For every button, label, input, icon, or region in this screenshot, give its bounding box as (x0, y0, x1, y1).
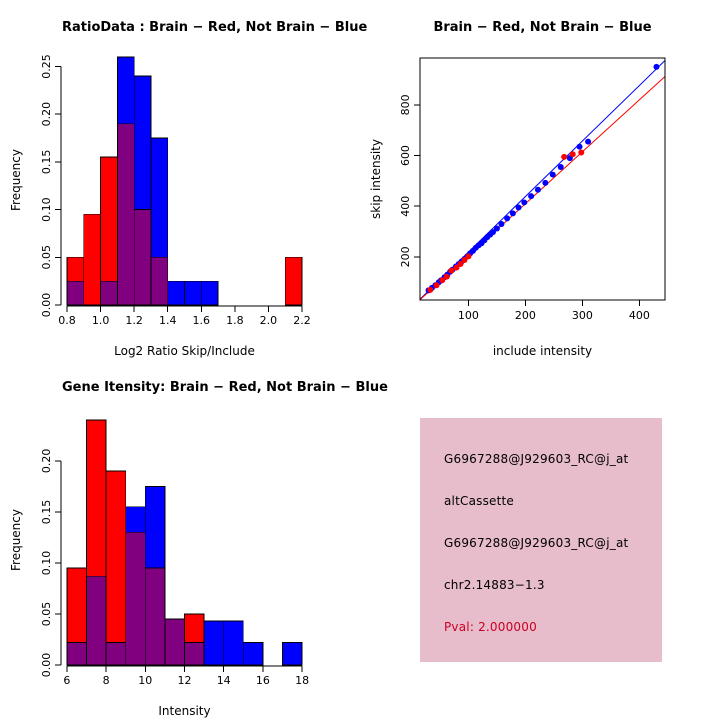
chromosome-line: chr2.14883−1.3 (444, 578, 545, 592)
svg-text:6: 6 (63, 674, 70, 687)
svg-text:1.2: 1.2 (125, 314, 143, 327)
svg-text:0.10: 0.10 (40, 197, 53, 222)
scatter-ylabel: skip intensity (369, 139, 383, 219)
scatter-xlabel: include intensity (492, 344, 593, 358)
scatter-marks: 100 200 300 400 200 400 600 800 (399, 57, 666, 322)
panel-gene-intensity-histogram: Gene Itensity: Brain − Red, Not Brain − … (0, 360, 388, 720)
pval-line: Pval: 2.000000 (444, 620, 537, 634)
histogram-bars: 0.00 0.05 0.10 0.15 0.20 6 8 10 12 14 16 18 (40, 419, 309, 687)
panel-intensity-scatter: Brain − Red, Not Brain − Blue 100 200 300 4… (360, 0, 720, 360)
svg-text:0.10: 0.10 (40, 551, 53, 576)
ratio-histogram-ylabel: Frequency (9, 149, 23, 211)
svg-text:10: 10 (138, 674, 152, 687)
svg-text:200: 200 (399, 246, 412, 267)
panel-gene-info: G6967288@J929603_RC@j_at altCassette G69… (360, 360, 720, 720)
panel-ratio-histogram: RatioData : Brain − Red, Not Brain − Blu… (0, 0, 368, 360)
event-type-line: altCassette (444, 494, 515, 508)
svg-text:12: 12 (178, 674, 192, 687)
scatter-title: Brain − Red, Not Brain − Blue (433, 20, 652, 35)
svg-text:0.00: 0.00 (40, 653, 53, 678)
probe-id-line-2: G6967288@J929603_RC@j_at (444, 536, 629, 550)
svg-text:0.8: 0.8 (58, 314, 76, 327)
gene-intensity-histogram-plot: 0.00 0.05 0.10 0.15 0.20 6 8 10 12 14 16 18 (40, 419, 309, 687)
svg-text:1.6: 1.6 (193, 314, 211, 327)
gene-histogram-title: Gene Itensity: Brain − Red, Not Brain − … (62, 380, 388, 395)
ratio-histogram-plot: 0.00 0.05 0.10 0.15 0.20 0.25 0.8 1.0 1.2 1.4 1.6 1… (40, 54, 311, 327)
svg-text:0.20: 0.20 (40, 102, 53, 127)
svg-text:1.0: 1.0 (92, 314, 110, 327)
svg-text:400: 400 (629, 309, 650, 322)
ratio-histogram-title: RatioData : Brain − Red, Not Brain − Blu… (62, 20, 368, 35)
ratio-histogram-xlabel: Log2 Ratio Skip/Include (114, 344, 255, 358)
svg-text:0.15: 0.15 (40, 150, 53, 175)
svg-text:200: 200 (515, 309, 536, 322)
svg-text:1.4: 1.4 (159, 314, 177, 327)
svg-text:0.25: 0.25 (40, 54, 53, 78)
probe-id-line: G6967288@J929603_RC@j_at (444, 452, 629, 466)
svg-text:800: 800 (399, 94, 412, 115)
svg-text:2.2: 2.2 (293, 314, 311, 327)
svg-text:0.20: 0.20 (40, 449, 53, 474)
svg-text:8: 8 (103, 674, 110, 687)
info-box: G6967288@J929603_RC@j_at altCassette G69… (420, 418, 662, 662)
svg-text:0.00: 0.00 (40, 293, 53, 318)
svg-text:18: 18 (295, 674, 309, 687)
svg-text:0.15: 0.15 (40, 500, 53, 525)
histogram-bars: 0.00 0.05 0.10 0.15 0.20 0.25 0.8 1.0 1.2 1.4 1.6 1… (40, 54, 311, 327)
svg-text:16: 16 (256, 674, 270, 687)
svg-text:0.05: 0.05 (40, 602, 53, 627)
svg-text:600: 600 (399, 145, 412, 166)
svg-text:100: 100 (458, 309, 479, 322)
svg-text:1.8: 1.8 (226, 314, 244, 327)
svg-text:2.0: 2.0 (260, 314, 278, 327)
svg-text:400: 400 (399, 196, 412, 217)
svg-text:14: 14 (217, 674, 231, 687)
gene-histogram-ylabel: Frequency (9, 509, 23, 571)
svg-text:300: 300 (572, 309, 593, 322)
intensity-scatter-plot: 100 200 300 400 200 400 600 800 (399, 57, 666, 322)
gene-histogram-xlabel: Intensity (158, 704, 211, 718)
svg-text:0.05: 0.05 (40, 245, 53, 270)
